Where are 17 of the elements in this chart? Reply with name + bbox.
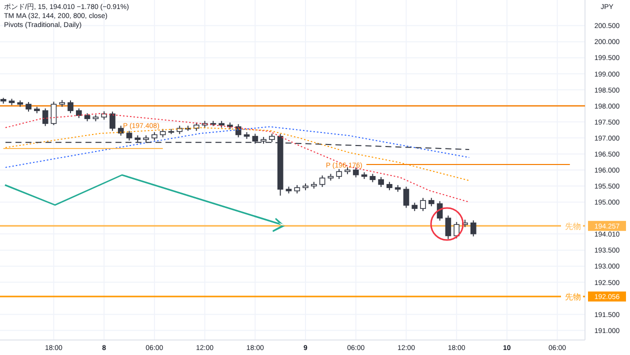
candlestick <box>454 221 460 239</box>
candlestick <box>319 174 326 188</box>
candlestick <box>110 111 116 132</box>
candlestick <box>76 108 82 119</box>
candlestick <box>378 176 384 188</box>
candlestick <box>336 168 342 180</box>
ref-line-label: 先物 <box>565 222 581 231</box>
candlestick <box>42 108 48 127</box>
candlestick <box>403 186 410 208</box>
candlestick <box>445 215 452 240</box>
candlestick <box>26 102 32 112</box>
candlestick <box>420 197 426 212</box>
candlestick <box>118 125 124 136</box>
ref-line-label: 先物 <box>565 292 581 302</box>
candlestick <box>68 100 74 114</box>
candlestick <box>470 220 476 237</box>
candlestick <box>50 101 57 126</box>
